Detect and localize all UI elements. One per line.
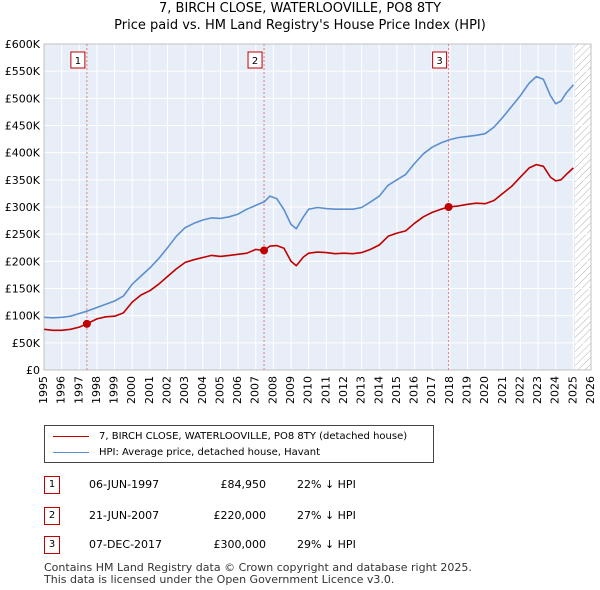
x-tick-label: 2003 (178, 376, 191, 404)
y-tick-label: £50K (12, 337, 41, 350)
transaction-row: 1 06-JUN-1997 £84,950 22% ↓ HPI (0, 476, 600, 494)
sale-label-box (247, 51, 263, 69)
sale-label-number: 3 (436, 56, 442, 67)
x-tick-label: 2004 (196, 376, 209, 404)
x-tick-label: 2002 (161, 376, 174, 404)
x-tick-label: 1997 (72, 376, 85, 404)
transaction-price: £300,000 (213, 538, 267, 551)
x-tick-label: 1995 (37, 376, 50, 404)
y-tick-label: £400K (5, 147, 41, 160)
chart-title: 7, BIRCH CLOSE, WATERLOOVILLE, PO8 8TY (158, 1, 442, 16)
transaction-row: 2 21-JUN-2007 £220,000 27% ↓ HPI (0, 507, 600, 525)
x-tick-label: 2001 (143, 376, 156, 404)
price-chart: £0 £50K £100K £150K £200K £250K £300K £350K £400… (5, 38, 597, 404)
x-tick-label: 2009 (284, 376, 297, 404)
x-tick-label: 2010 (302, 376, 315, 404)
sale-point (82, 319, 91, 328)
transaction-date: 07-DEC-2017 (89, 538, 163, 551)
legend-swatch-hpi (53, 451, 89, 453)
transaction-hpi-diff: 29% ↓ HPI (297, 538, 356, 551)
x-tick-label: 2024 (549, 376, 562, 404)
x-tick-label: 2015 (390, 376, 403, 404)
y-tick-label: £500K (5, 92, 41, 105)
transaction-row: 3 07-DEC-2017 £300,000 29% ↓ HPI (0, 536, 600, 554)
x-tick-label: 2026 (584, 376, 597, 404)
property-price-line (44, 163, 574, 332)
x-tick-label: 2017 (425, 376, 438, 404)
x-tick-label: 2012 (337, 376, 350, 404)
y-tick-label: £200K (5, 255, 41, 268)
y-tick-label: £350K (5, 174, 41, 187)
transaction-number: 1 (44, 476, 60, 494)
x-tick-label: 2007 (249, 376, 262, 404)
x-tick-label: 2025 (566, 376, 579, 404)
transaction-number: 2 (44, 507, 60, 525)
x-tick-label: 2016 (408, 376, 421, 404)
y-tick-label: £150K (5, 283, 41, 296)
x-tick-label: 2013 (355, 376, 368, 404)
sale-label-box (70, 51, 86, 69)
y-tick-label: £450K (5, 120, 41, 133)
x-tick-label: 1998 (90, 376, 103, 404)
footer-licence: This data is licensed under the Open Gov… (44, 573, 395, 586)
x-tick-label: 2020 (478, 376, 491, 404)
transaction-price: £84,950 (220, 478, 267, 491)
x-tick-label: 2019 (460, 376, 473, 404)
transaction-date: 06-JUN-1997 (89, 478, 160, 491)
footer-copyright: Contains HM Land Registry data © Crown c… (44, 561, 472, 574)
x-tick-label: 2023 (531, 376, 544, 404)
transaction-price: £220,000 (213, 509, 267, 522)
y-tick-label: £550K (5, 65, 41, 78)
transaction-number: 3 (44, 536, 60, 554)
x-tick-label: 2021 (496, 376, 509, 404)
transaction-hpi-diff: 27% ↓ HPI (297, 509, 356, 522)
sale-point (260, 246, 269, 255)
x-tick-label: 2005 (213, 376, 226, 404)
series-group (44, 75, 575, 332)
y-tick-label: £300K (5, 201, 41, 214)
x-tick-label: 1996 (55, 376, 68, 404)
chart-subtitle: Price paid vs. HM Land Registry's House … (114, 18, 486, 33)
x-tick-label: 2022 (513, 376, 526, 404)
x-tick-label: 2011 (319, 376, 332, 404)
y-tick-label: £250K (5, 228, 41, 241)
sale-label-number: 1 (75, 56, 81, 67)
hpi-line (44, 75, 575, 319)
x-tick-label: 1999 (108, 376, 121, 404)
y-tick-label: £600K (5, 38, 41, 51)
sale-label-box (432, 51, 448, 69)
y-tick-label: £100K (5, 310, 41, 323)
x-tick-label: 2006 (231, 376, 244, 404)
y-tick-label: £0 (26, 364, 40, 377)
x-tick-label: 2018 (443, 376, 456, 404)
legend-swatch-property (53, 435, 89, 437)
legend-item-hpi: HPI: Average price, detached house, Hava… (53, 445, 320, 459)
sale-label-number: 2 (252, 56, 258, 67)
x-tick-label: 2008 (266, 376, 279, 404)
transaction-date: 21-JUN-2007 (89, 509, 160, 522)
sale-point (444, 203, 453, 211)
transaction-hpi-diff: 22% ↓ HPI (297, 478, 356, 491)
legend-label-property: 7, BIRCH CLOSE, WATERLOOVILLE, PO8 8TY (… (99, 430, 408, 442)
chart-legend: 7, BIRCH CLOSE, WATERLOOVILLE, PO8 8TY (… (44, 425, 434, 463)
x-tick-label: 2014 (372, 376, 385, 404)
plot-frame (43, 43, 592, 371)
legend-item-property: 7, BIRCH CLOSE, WATERLOOVILLE, PO8 8TY (… (53, 429, 407, 443)
x-tick-label: 2000 (125, 376, 138, 404)
legend-label-hpi: HPI: Average price, detached house, Hava… (99, 446, 321, 458)
